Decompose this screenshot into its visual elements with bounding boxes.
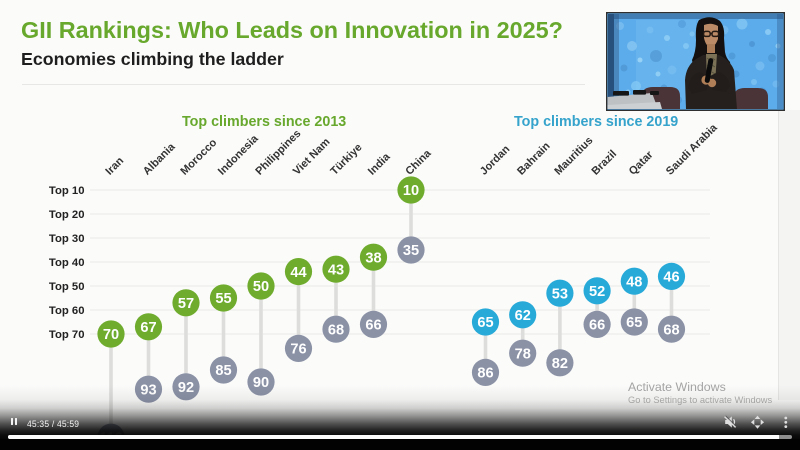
- svg-text:48: 48: [626, 274, 642, 290]
- svg-text:Mauritius: Mauritius: [552, 135, 595, 178]
- svg-text:78: 78: [515, 346, 531, 362]
- svg-text:68: 68: [328, 322, 344, 338]
- svg-text:Morocco: Morocco: [178, 137, 219, 178]
- svg-text:62: 62: [515, 308, 531, 324]
- svg-text:Brazil: Brazil: [590, 148, 620, 178]
- svg-text:Qatar: Qatar: [627, 148, 656, 177]
- svg-text:57: 57: [178, 296, 194, 312]
- svg-text:Top 10: Top 10: [49, 185, 85, 197]
- svg-text:38: 38: [365, 250, 381, 266]
- svg-text:Top 60: Top 60: [49, 305, 85, 317]
- svg-text:65: 65: [626, 315, 642, 331]
- svg-text:46: 46: [663, 270, 679, 286]
- svg-text:Türkiye: Türkiye: [328, 141, 364, 177]
- svg-text:76: 76: [290, 342, 306, 358]
- svg-text:China: China: [403, 147, 434, 178]
- svg-text:Top 30: Top 30: [49, 233, 85, 245]
- svg-text:Top 20: Top 20: [49, 209, 85, 221]
- svg-text:Albania: Albania: [141, 140, 178, 177]
- svg-text:86: 86: [477, 366, 493, 382]
- svg-text:66: 66: [365, 318, 381, 334]
- svg-text:52: 52: [589, 284, 605, 300]
- svg-text:Top 50: Top 50: [49, 281, 85, 293]
- svg-text:10: 10: [403, 183, 419, 199]
- svg-text:68: 68: [663, 322, 679, 338]
- svg-text:Iran: Iran: [103, 155, 126, 178]
- svg-text:67: 67: [140, 320, 156, 336]
- svg-text:65: 65: [477, 315, 493, 331]
- svg-text:Bahrain: Bahrain: [515, 140, 553, 178]
- svg-text:35: 35: [403, 243, 419, 259]
- svg-text:Saudi Arabia: Saudi Arabia: [664, 121, 720, 177]
- svg-text:Jordan: Jordan: [478, 143, 513, 178]
- svg-text:85: 85: [215, 363, 231, 379]
- svg-text:50: 50: [253, 279, 269, 295]
- svg-text:82: 82: [552, 356, 568, 372]
- svg-text:53: 53: [552, 286, 568, 302]
- svg-text:66: 66: [589, 318, 605, 334]
- svg-text:43: 43: [328, 262, 344, 278]
- svg-text:India: India: [366, 150, 393, 177]
- svg-text:55: 55: [215, 291, 231, 307]
- svg-text:Top 40: Top 40: [49, 257, 85, 269]
- svg-text:Top 70: Top 70: [49, 329, 85, 341]
- svg-text:70: 70: [103, 327, 119, 343]
- svg-text:44: 44: [290, 265, 307, 281]
